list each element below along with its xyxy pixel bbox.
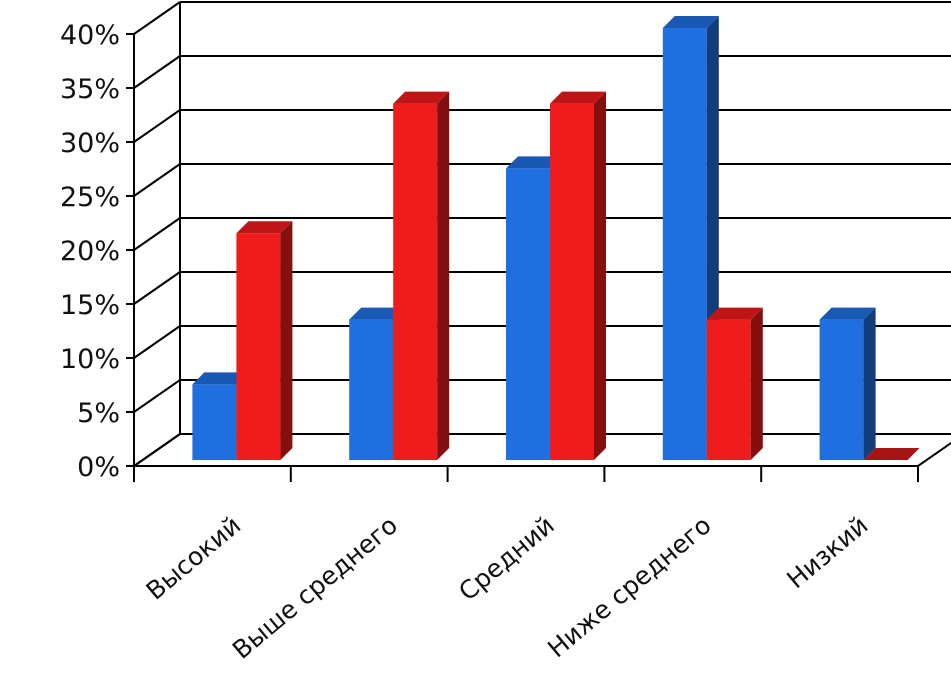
- bar-side: [437, 91, 450, 460]
- bar-front: [662, 28, 707, 460]
- bar-front: [706, 319, 751, 460]
- bar: [706, 307, 763, 460]
- bar-top: [662, 16, 719, 28]
- bar-side: [594, 91, 606, 460]
- x-tick-label: Средний: [453, 510, 560, 606]
- bar-front: [393, 103, 438, 460]
- bar-side: [280, 221, 293, 460]
- y-tick-labels: 0% 5% 10% 15% 20% 25% 30% 35% 40%: [60, 20, 120, 483]
- bar-top: [236, 221, 293, 234]
- y-tick-label: 20%: [60, 236, 120, 267]
- bar-top: [706, 307, 763, 320]
- bar-front: [349, 319, 394, 460]
- bar-side: [863, 307, 876, 460]
- bar-top: [192, 372, 249, 385]
- bars: [192, 16, 920, 460]
- bar-front: [506, 168, 550, 460]
- bar-top: [349, 307, 406, 320]
- bar-front: [236, 233, 281, 460]
- x-tick-label: Выше среднего: [227, 510, 403, 664]
- bar-side: [750, 307, 763, 460]
- gridline-diagonal: [133, 1, 181, 35]
- y-tick-label: 40%: [60, 20, 120, 51]
- bar-front: [819, 319, 864, 460]
- gridline-diagonal: [133, 271, 181, 305]
- gridline-diagonal: [133, 163, 181, 197]
- bar-top: [550, 91, 606, 104]
- bar: [550, 91, 606, 460]
- y-tick-label: 0%: [77, 452, 120, 483]
- bar-front: [192, 384, 237, 460]
- gridline-diagonal: [133, 109, 181, 143]
- y-tick-label: 5%: [77, 398, 120, 429]
- gridline-diagonal: [133, 217, 181, 251]
- gridline-diagonal: [133, 433, 181, 467]
- bar-front: [550, 103, 594, 460]
- x-tick-label: Низкий: [781, 510, 873, 594]
- x-tick-label: Высокий: [141, 510, 247, 605]
- bar-top: [819, 307, 876, 320]
- bar: [236, 221, 293, 460]
- y-tick-label: 30%: [60, 128, 120, 159]
- y-tick-label: 10%: [60, 344, 120, 375]
- bar-top: [506, 156, 562, 169]
- bar: [863, 448, 920, 460]
- gridline-diagonal: [133, 379, 181, 413]
- x-tick-label: Ниже среднего: [542, 510, 716, 663]
- y-tick-label: 25%: [60, 182, 120, 213]
- y-tick-label: 35%: [60, 74, 120, 105]
- bar-top: [863, 448, 920, 460]
- bar: [393, 91, 450, 460]
- bar-top: [393, 91, 450, 104]
- bar: [819, 307, 876, 460]
- axes: [126, 33, 919, 482]
- y-tick-label: 15%: [60, 290, 120, 321]
- gridline-diagonal: [133, 55, 181, 89]
- gridline-diagonal: [133, 325, 181, 359]
